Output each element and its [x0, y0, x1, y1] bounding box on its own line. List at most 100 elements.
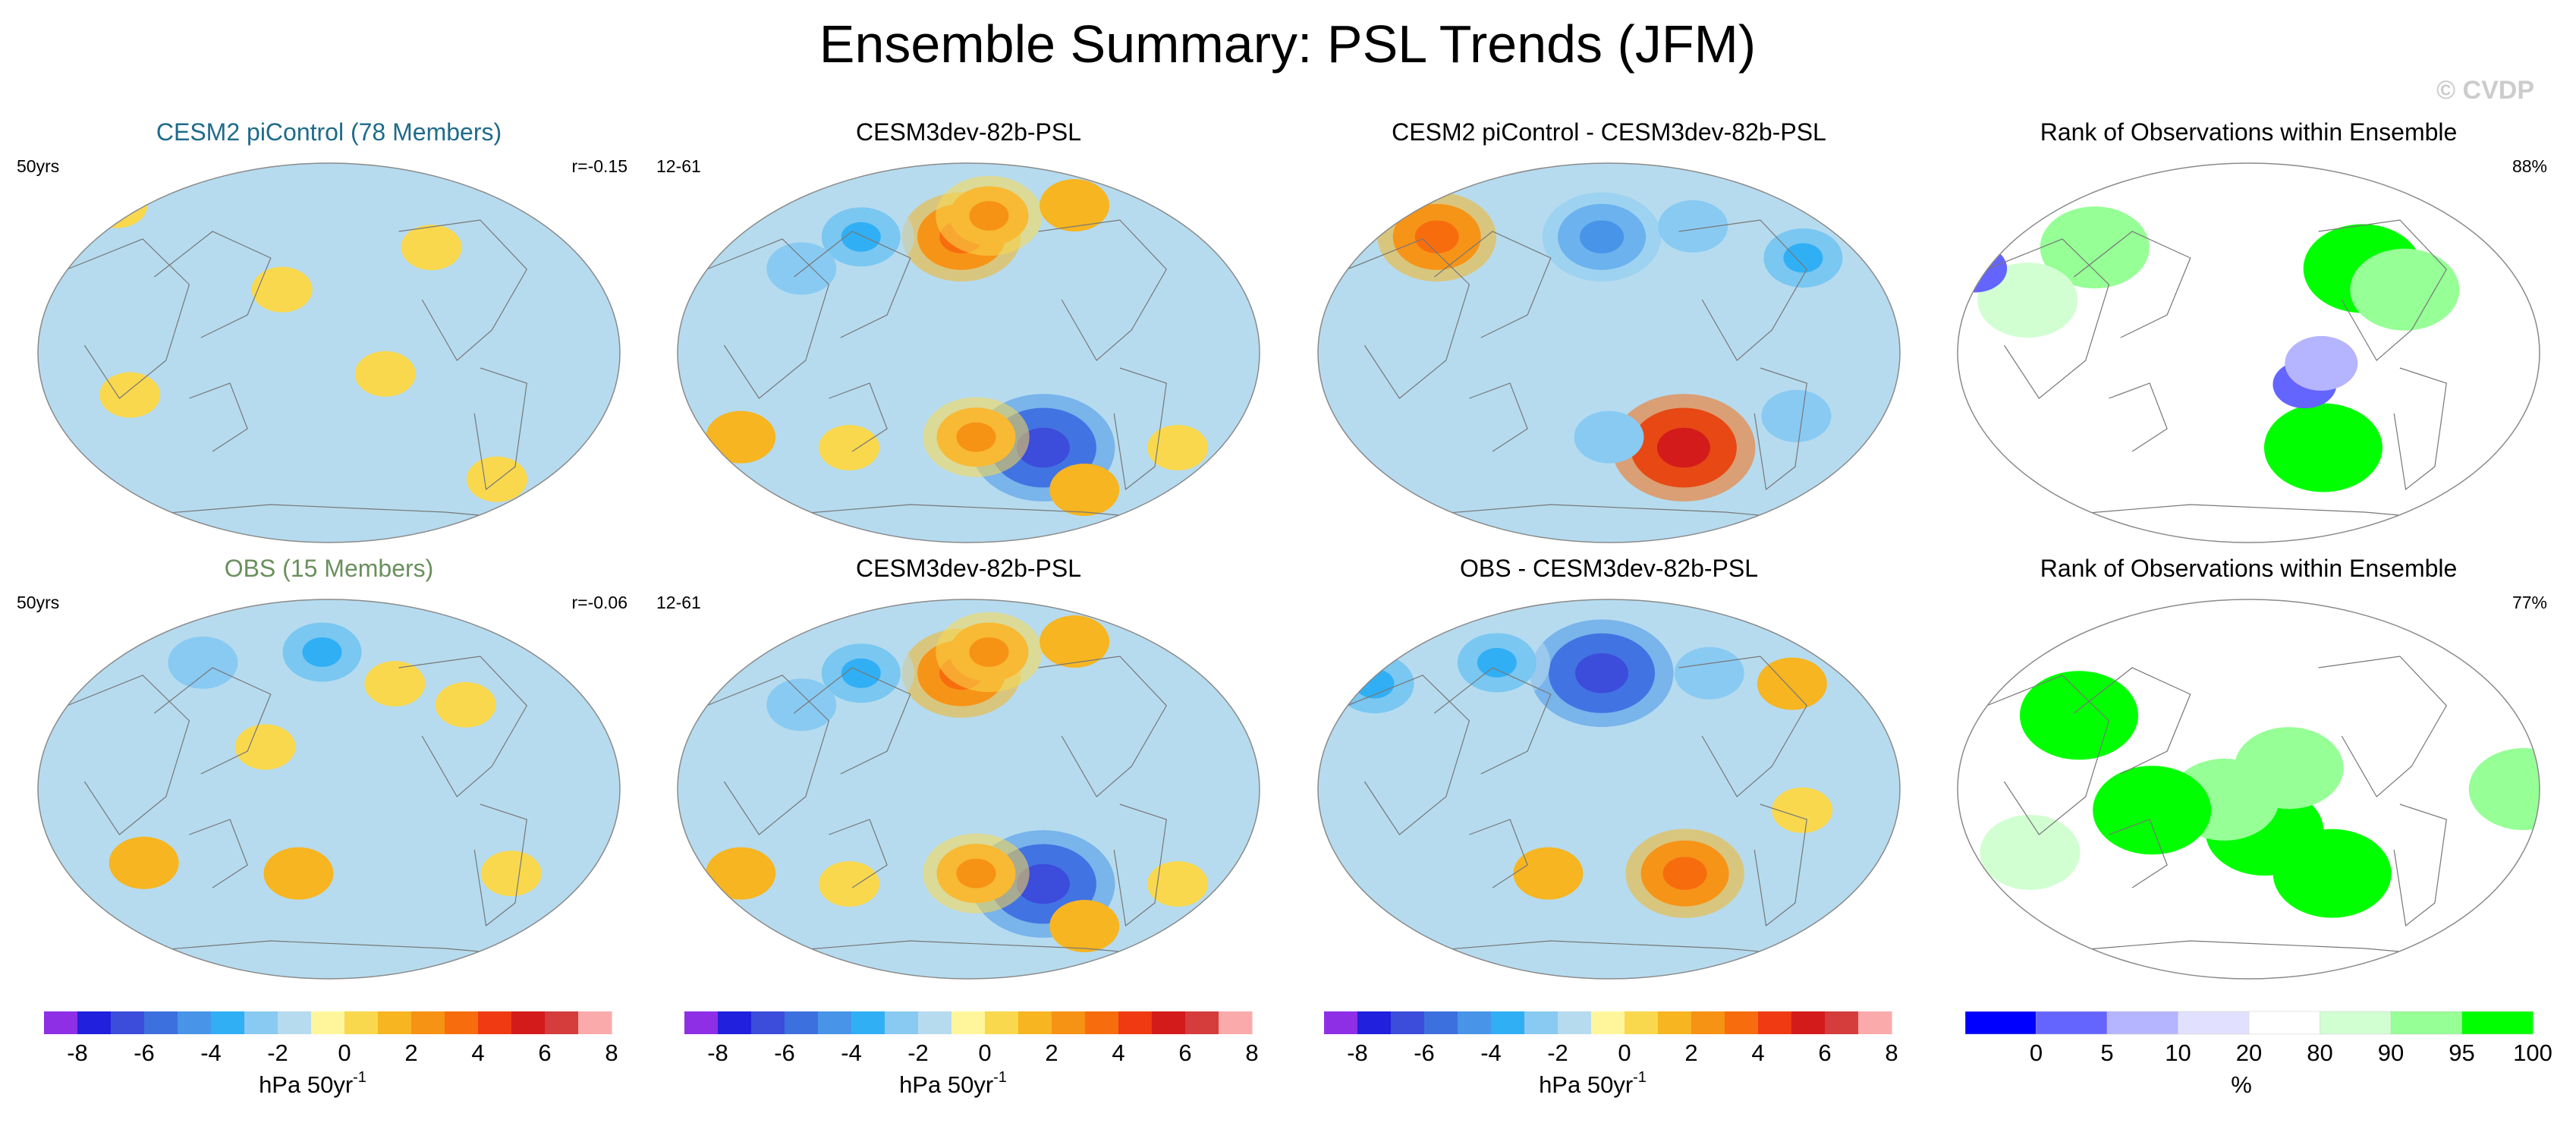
coastline: [398, 656, 528, 797]
map-anomaly: [234, 724, 296, 770]
colorbar-swatch: [1725, 1011, 1759, 1034]
panel-title: CESM3dev-82b-PSL: [856, 555, 1081, 582]
colorbar-swatch: [684, 1011, 719, 1034]
colorbar-tick-label: -8: [707, 1040, 728, 1066]
colorbar-tick-label: 4: [1112, 1040, 1124, 1066]
panel-title: CESM2 piControl (78 Members): [156, 118, 502, 146]
map-anomaly: [1761, 389, 1832, 442]
map-anomaly-core: [841, 658, 881, 688]
map-border: [37, 599, 621, 980]
map-field: [1958, 599, 2540, 979]
map-panel-p7: OBS - CESM3dev-82b-PSL: [1317, 555, 1901, 980]
map-anomaly: [1958, 244, 2008, 293]
colorbar-tick-label: 20: [2236, 1040, 2262, 1066]
colorbar-tick-label: 0: [338, 1040, 351, 1066]
map-anomaly: [109, 836, 179, 889]
map-field: [38, 599, 620, 979]
coastline: [1469, 819, 1528, 889]
map-anomaly-core: [1575, 653, 1629, 694]
coastline: [794, 667, 911, 775]
coastline: [1434, 667, 1552, 775]
colorbar-swatch: [1118, 1011, 1153, 1034]
coastline: [706, 675, 830, 835]
watermark: © CVDP: [2436, 76, 2534, 105]
colorbar-swatch: [211, 1011, 245, 1034]
map-field: [678, 599, 1260, 979]
colorbar-tick-label: -6: [1414, 1040, 1435, 1066]
map-field: [678, 163, 1260, 543]
map-anomaly: [99, 372, 161, 418]
colorbar-swatch: [2178, 1011, 2250, 1035]
coastline: [2318, 219, 2448, 361]
coastline: [829, 819, 888, 889]
colorbar-tick-label: -6: [134, 1040, 155, 1066]
colorbar-swatch: [1152, 1011, 1186, 1034]
coastline: [473, 804, 527, 927]
map-border: [1957, 599, 2540, 980]
map-panel-p1: CESM2 piControl (78 Members) 50yrs r=-0.15: [17, 118, 627, 543]
colorbar-swatch: [578, 1011, 612, 1034]
map-anomaly: [819, 861, 880, 907]
colorbar-tick-label: 2: [1045, 1040, 1058, 1066]
map-anomaly-core: [956, 858, 996, 889]
colorbar-tick-label: 5: [2100, 1040, 2113, 1066]
colorbar-units-main: hPa 50yr: [1539, 1071, 1633, 1098]
colorbar-swatch: [1185, 1011, 1219, 1034]
colorbar-swatch: [445, 1011, 479, 1034]
map-anomaly: [1049, 900, 1120, 953]
coastline: [2393, 367, 2447, 491]
map-panel-p2: CESM3dev-82b-PSL 12-61: [656, 118, 1260, 543]
colorbar-tick-label: 100: [2513, 1040, 2552, 1066]
colorbar-tick-label: -4: [841, 1040, 862, 1066]
map-anomaly: [1977, 263, 2078, 338]
colorbar-swatch: [951, 1011, 986, 1034]
coastline: [473, 367, 527, 491]
coastline: [1678, 656, 1808, 797]
colorbar-tick-label: 0: [1618, 1040, 1631, 1066]
map-anomaly: [2263, 403, 2383, 492]
panel-title: Rank of Observations within Ensemble: [2040, 118, 2458, 146]
map-field: [1318, 163, 1900, 543]
colorbar-swatch: [818, 1011, 852, 1034]
colorbar-swatch: [1658, 1011, 1692, 1034]
colorbar-swatch: [1524, 1011, 1558, 1034]
map-panel-p8: Rank of Observations within Ensemble 77%: [1957, 555, 2547, 980]
coastline: [1038, 219, 1168, 361]
coastline: [154, 231, 272, 338]
colorbar-swatch: [2106, 1011, 2179, 1035]
colorbar-units-main: hPa 50yr: [899, 1071, 993, 1098]
panel-left-label: 50yrs: [17, 593, 59, 612]
map-anomaly-core: [969, 200, 1009, 231]
map-anomaly: [766, 678, 837, 731]
map-anomaly: [2019, 671, 2138, 760]
colorbar-swatch: [344, 1011, 379, 1034]
map-panel-p4: Rank of Observations within Ensemble 88%: [1957, 118, 2547, 543]
colorbar-tick-label: 6: [1178, 1040, 1191, 1066]
map-anomaly: [354, 351, 416, 397]
colorbar-tick-label: -2: [267, 1040, 288, 1066]
map-anomaly: [819, 425, 880, 470]
colorbar-swatch: [918, 1011, 952, 1034]
panel-left-label: 12-61: [656, 593, 701, 612]
panel-left-label: 12-61: [656, 156, 701, 176]
map-field: [1958, 163, 2540, 543]
coastline: [1986, 238, 2110, 399]
colorbar-swatch: [1052, 1011, 1086, 1034]
colorbar-tick-label: 8: [605, 1040, 618, 1066]
map-anomaly: [2093, 766, 2212, 855]
map-anomaly: [1040, 615, 1110, 668]
colorbar-swatch: [411, 1011, 445, 1034]
map-anomaly-core: [1783, 243, 1823, 273]
colorbar-swatch: [378, 1011, 412, 1034]
colorbar-tick-label: -2: [1547, 1040, 1568, 1066]
colorbar-swatch: [1591, 1011, 1625, 1034]
map-border: [37, 162, 621, 543]
colorbar-swatch: [2320, 1011, 2392, 1035]
colorbar-swatch: [751, 1011, 785, 1034]
panel-title: CESM2 piControl - CESM3dev-82b-PSL: [1392, 118, 1826, 146]
colorbar-tick-label: 6: [538, 1040, 551, 1066]
map-anomaly: [1574, 410, 1644, 464]
map-anomaly: [1040, 179, 1110, 232]
map-anomaly: [364, 661, 426, 707]
colorbar-swatch: [785, 1011, 819, 1034]
